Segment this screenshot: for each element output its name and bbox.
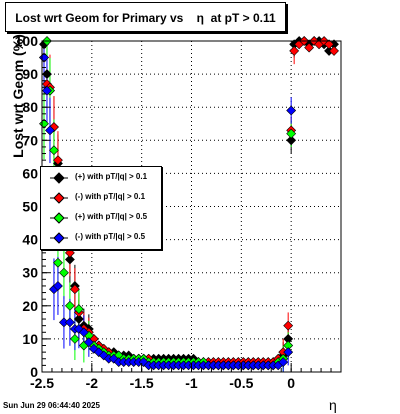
data-point [329, 46, 339, 56]
x-tick-label: -2 [86, 375, 99, 391]
y-tick-label: 20 [22, 298, 38, 314]
y-tick-label: 50 [22, 199, 38, 215]
data-point [286, 135, 297, 146]
legend-entry: (+) with pT/|q| > 0.1 [41, 168, 161, 188]
data-point [64, 254, 75, 265]
x-axis-label: η [329, 397, 337, 413]
y-tick-label: 30 [22, 265, 38, 281]
data-point [59, 267, 69, 278]
data-point [73, 304, 84, 315]
x-tick-label: -1.5 [130, 375, 154, 391]
legend-label: (-) with pT/|q| > 0.1 [75, 192, 146, 201]
data-point [304, 42, 315, 53]
x-tick-label: -0.5 [229, 375, 253, 391]
timestamp: Sun Jun 29 06:44:40 2025 [3, 401, 100, 410]
data-point [64, 300, 75, 311]
legend-entry: (-) with pT/|q| > 0.1 [41, 188, 161, 208]
y-tick-label: 70 [22, 132, 38, 148]
y-axis-label: Lost wrt Geom (%) [10, 34, 26, 158]
legend: (+) with pT/|q| > 0.1 (-) with pT/|q| > … [40, 166, 162, 250]
data-point [78, 327, 89, 338]
data-point [69, 284, 80, 295]
chart-title: Lost wrt Geom for Primary vs η at pT > 0… [15, 11, 276, 25]
legend-entry: (+) with pT/|q| > 0.5 [41, 208, 161, 228]
data-point [69, 333, 80, 344]
data-point [64, 247, 75, 258]
y-tick-label: 0 [30, 364, 38, 380]
legend-marker-blue-diamond-icon [50, 232, 68, 244]
y-tick-label: 60 [22, 165, 38, 181]
data-point [278, 357, 289, 367]
data-point [64, 317, 75, 328]
y-tick-label: 10 [22, 331, 38, 347]
data-point [53, 257, 63, 268]
data-point [45, 125, 55, 136]
axes: 0 10 20 30 40 50 60 70 80 90 100 -2.5 -2 -1.5 -1 -0.5 0 [15, 33, 342, 391]
legend-label: (+) with pT/|q| > 0.1 [75, 172, 148, 181]
x-tick-label: -2.5 [30, 375, 54, 391]
title-box: Lost wrt Geom for Primary vs η at pT > 0… [5, 2, 286, 32]
data-point [53, 281, 63, 291]
x-tick-label: -1 [185, 375, 198, 391]
data-point [286, 128, 297, 139]
data-point [42, 85, 52, 96]
data-point [49, 145, 59, 156]
data-point [283, 320, 294, 331]
data-point [73, 314, 84, 324]
legend-marker-red-diamond-icon [50, 192, 68, 204]
legend-label: (+) with pT/|q| > 0.5 [75, 212, 148, 221]
data-point [324, 39, 334, 50]
data-point [283, 347, 294, 358]
y-tick-label: 90 [22, 66, 38, 82]
data-point [289, 46, 300, 56]
data-point [286, 105, 297, 116]
legend-label: (-) with pT/|q| > 0.5 [75, 232, 146, 241]
y-tick-label: 100 [15, 33, 39, 49]
legend-marker-black-diamond-icon [50, 172, 68, 184]
data-point [53, 155, 63, 166]
legend-marker-green-diamond-icon [50, 212, 68, 224]
y-tick-label: 40 [22, 232, 38, 248]
data-point [83, 337, 94, 348]
y-tick-label: 80 [22, 99, 38, 115]
legend-entry: (-) with pT/|q| > 0.5 [41, 228, 161, 248]
x-tick-label: 0 [287, 375, 295, 391]
